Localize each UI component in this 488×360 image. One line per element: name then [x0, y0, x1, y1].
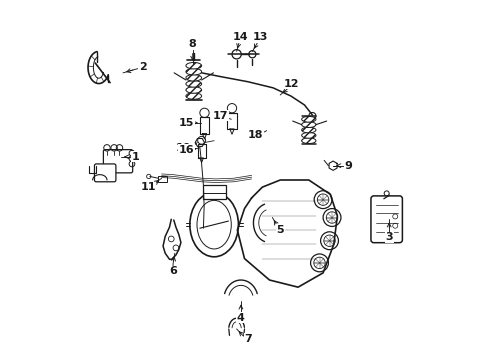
Text: 6: 6: [169, 266, 177, 276]
Text: 18: 18: [247, 130, 263, 140]
Text: 15: 15: [178, 118, 194, 128]
Ellipse shape: [301, 132, 315, 138]
Text: 9: 9: [344, 161, 351, 171]
Text: 3: 3: [385, 232, 392, 242]
Ellipse shape: [301, 122, 315, 127]
Text: 13: 13: [252, 32, 268, 42]
Ellipse shape: [185, 81, 201, 87]
Text: 11: 11: [140, 182, 156, 192]
Ellipse shape: [185, 68, 201, 75]
Text: 16: 16: [178, 145, 194, 155]
Ellipse shape: [301, 138, 315, 144]
Text: 12: 12: [283, 78, 298, 89]
Ellipse shape: [185, 75, 201, 81]
Ellipse shape: [301, 127, 315, 133]
Bar: [203, 185, 225, 199]
Ellipse shape: [185, 63, 201, 69]
FancyBboxPatch shape: [370, 196, 402, 243]
Text: 8: 8: [188, 39, 196, 49]
Text: 4: 4: [237, 312, 244, 323]
FancyBboxPatch shape: [94, 164, 116, 182]
Text: 5: 5: [276, 225, 284, 235]
Text: 14: 14: [232, 32, 247, 42]
Text: 1: 1: [131, 152, 139, 162]
Text: 2: 2: [139, 63, 146, 72]
Ellipse shape: [185, 93, 201, 99]
Text: 7: 7: [244, 334, 251, 344]
Text: 17: 17: [212, 111, 227, 121]
Ellipse shape: [301, 116, 315, 122]
Text: 10: 10: [176, 143, 191, 153]
FancyBboxPatch shape: [103, 150, 132, 173]
Bar: [158, 176, 166, 182]
Ellipse shape: [185, 87, 201, 93]
